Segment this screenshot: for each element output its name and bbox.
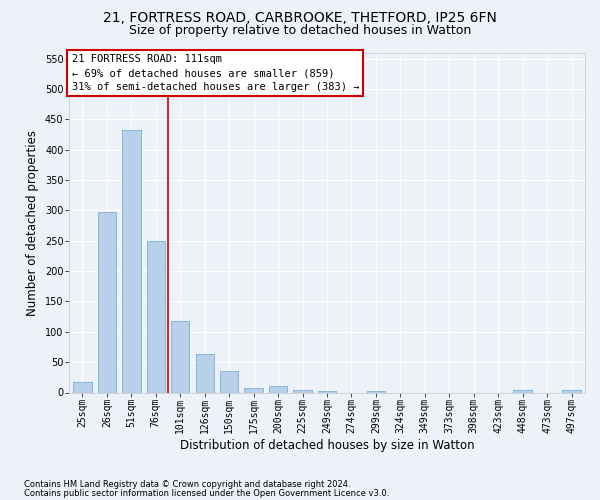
Bar — [562, 390, 581, 392]
Bar — [293, 390, 312, 392]
Bar — [196, 354, 214, 393]
Bar — [514, 390, 532, 392]
Bar — [244, 388, 263, 392]
Bar — [122, 130, 140, 392]
Bar — [269, 386, 287, 392]
Y-axis label: Number of detached properties: Number of detached properties — [26, 130, 39, 316]
Text: Contains public sector information licensed under the Open Government Licence v3: Contains public sector information licen… — [24, 488, 389, 498]
Text: Contains HM Land Registry data © Crown copyright and database right 2024.: Contains HM Land Registry data © Crown c… — [24, 480, 350, 489]
Bar — [146, 240, 165, 392]
X-axis label: Distribution of detached houses by size in Watton: Distribution of detached houses by size … — [179, 439, 475, 452]
Text: 21, FORTRESS ROAD, CARBROOKE, THETFORD, IP25 6FN: 21, FORTRESS ROAD, CARBROOKE, THETFORD, … — [103, 11, 497, 25]
Bar — [171, 322, 190, 392]
Text: Size of property relative to detached houses in Watton: Size of property relative to detached ho… — [129, 24, 471, 37]
Bar — [73, 382, 92, 392]
Bar — [98, 212, 116, 392]
Text: 21 FORTRESS ROAD: 111sqm
← 69% of detached houses are smaller (859)
31% of semi-: 21 FORTRESS ROAD: 111sqm ← 69% of detach… — [71, 54, 359, 92]
Bar — [220, 371, 238, 392]
Bar — [318, 390, 336, 392]
